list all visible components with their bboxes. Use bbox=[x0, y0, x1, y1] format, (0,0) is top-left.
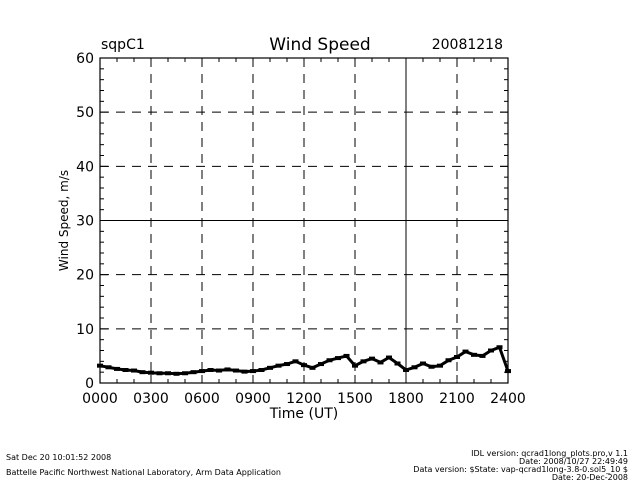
y-tick-label: 40 bbox=[76, 159, 94, 175]
footer-timestamp: Sat Dec 20 10:01:52 2008 bbox=[6, 453, 112, 462]
footer-data-version: Data version: $State: vap-qcrad1long-3.8… bbox=[413, 465, 628, 474]
y-tick-label: 60 bbox=[76, 51, 94, 67]
x-axis-label: Time (UT) bbox=[269, 406, 338, 422]
footer-lab: Battelle Pacific Northwest National Labo… bbox=[6, 468, 281, 477]
x-tick-label: 1500 bbox=[337, 391, 373, 407]
y-tick-label: 0 bbox=[85, 376, 94, 392]
data-point bbox=[97, 363, 103, 368]
site-label: sqpC1 bbox=[101, 37, 145, 53]
y-tick-label: 50 bbox=[76, 105, 94, 121]
data-trace bbox=[99, 345, 510, 376]
x-tick-label: 2400 bbox=[490, 391, 526, 407]
x-tick-label: 1200 bbox=[286, 391, 322, 407]
x-tick-label: 0900 bbox=[235, 391, 271, 407]
y-tick-label: 30 bbox=[76, 214, 94, 230]
x-tick-label: 0600 bbox=[184, 391, 220, 407]
y-tick-label: 20 bbox=[76, 268, 94, 284]
x-tick-label: 1800 bbox=[388, 391, 424, 407]
date-label: 20081218 bbox=[431, 37, 503, 53]
footer-idl-date: Date: 2008/10/27 22:49:49 bbox=[519, 457, 628, 466]
x-tick-label: 2100 bbox=[439, 391, 475, 407]
x-tick-label: 0000 bbox=[82, 391, 118, 407]
y-tick-label: 10 bbox=[76, 322, 94, 338]
x-tick-label: 0300 bbox=[133, 391, 169, 407]
footer-data-date: Date: 20-Dec-2008 bbox=[551, 473, 628, 482]
footer-idl-version: IDL version: qcrad1long_plots.pro,v 1.1 bbox=[471, 449, 628, 458]
y-axis-label: Wind Speed, m/s bbox=[57, 170, 71, 271]
chart-title: Wind Speed bbox=[269, 35, 371, 55]
